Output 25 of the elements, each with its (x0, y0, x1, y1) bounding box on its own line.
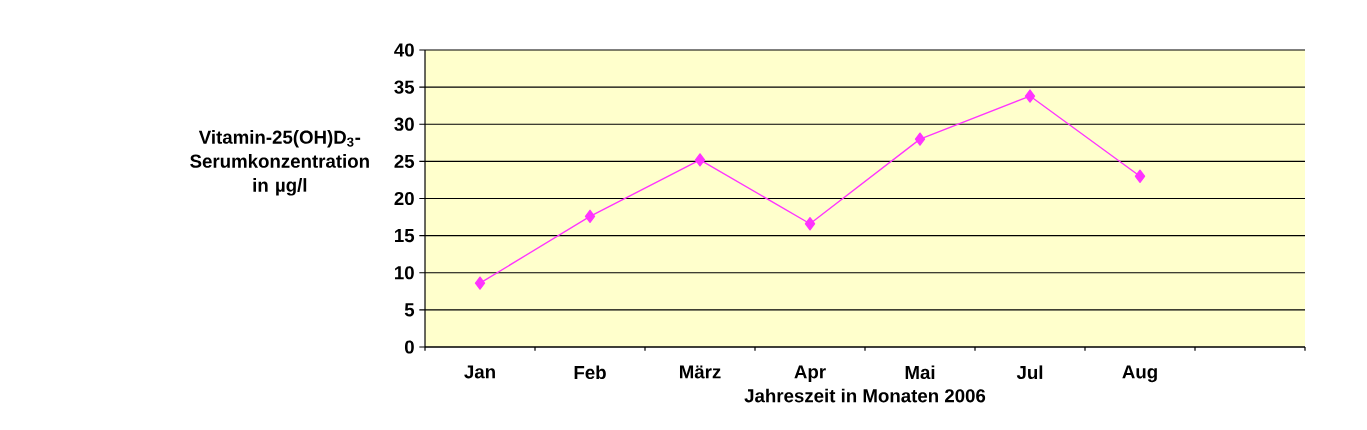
y-tick-label: 35 (394, 80, 415, 94)
y-tick-label: 25 (394, 154, 415, 168)
y-tick-label: 10 (395, 266, 414, 280)
x-axis-title: Jahreszeit in Monaten 2006 (744, 388, 986, 403)
y-tick-label: 40 (394, 43, 414, 57)
y-tick-label: 20 (394, 191, 414, 206)
point (584, 209, 596, 223)
x-tick-label: Mai (905, 365, 935, 380)
y-tick-label: 5 (404, 303, 415, 317)
point (1134, 169, 1146, 183)
point (914, 132, 926, 146)
point (474, 276, 486, 290)
point (694, 153, 706, 167)
x-tick-label: März (679, 365, 721, 379)
point (1024, 89, 1036, 103)
point (804, 217, 816, 231)
y-axis-title: Vitamin-25(OH)D$_{3}$- Serumkonzentration in µg/l (190, 130, 369, 196)
x-tick-label: Jul (1016, 365, 1043, 380)
x-tick-label: Apr (794, 365, 826, 383)
x-tick-label: Aug (1122, 365, 1157, 383)
y-tick-label: 30 (394, 117, 414, 131)
x-tick-label: Jan (464, 365, 495, 379)
y-tick-label: 15 (395, 229, 415, 243)
y-tick-label: 0 (404, 340, 414, 354)
x-tick-label: Feb (574, 365, 606, 380)
